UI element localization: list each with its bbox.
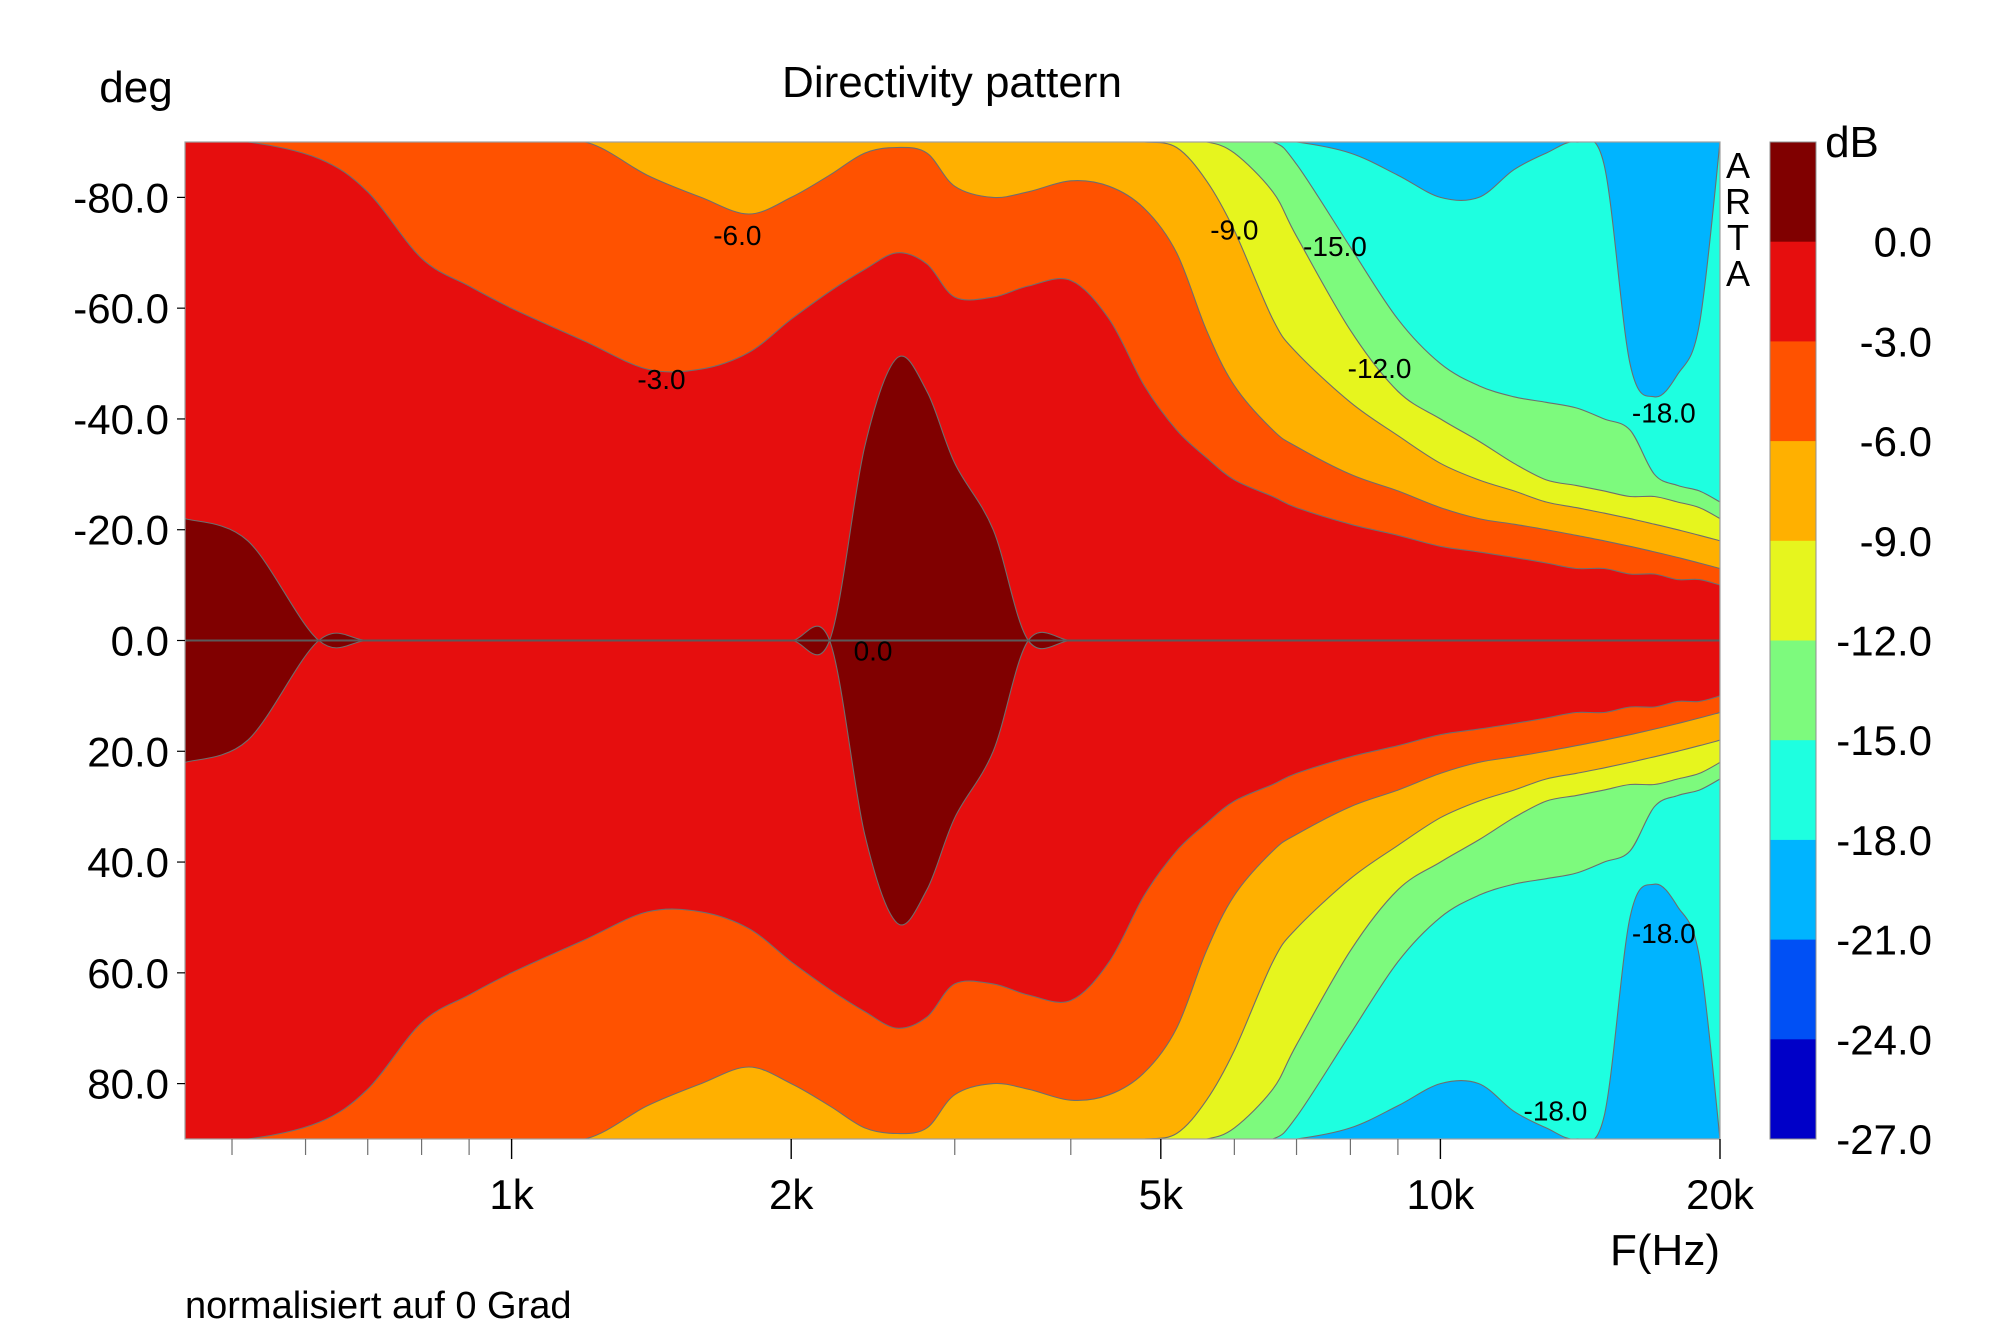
contour-label: -18.0 [1632, 397, 1696, 428]
watermark-letter: A [1726, 145, 1750, 186]
watermark-letter: R [1725, 181, 1751, 222]
y-tick-label: 80.0 [87, 1061, 169, 1108]
y-tick-label: -60.0 [73, 285, 169, 332]
x-tick-label: 10k [1407, 1171, 1476, 1218]
colorbar-swatch [1770, 241, 1816, 342]
contour-labels: -6.0 -3.0 0.0 -9.0 -15.0 -12.0 -18.0 -18.0 -18.0 [637, 215, 1695, 1127]
contour-label: -18.0 [1524, 1095, 1588, 1126]
colorbar-swatch [1770, 1039, 1816, 1140]
contour-label: -9.0 [1210, 215, 1258, 246]
y-axis-ticks: -80.0 -60.0 -40.0 -20.0 0.0 20.0 40.0 60.0 80.0 [73, 174, 185, 1108]
chart-title: Directivity pattern [782, 58, 1122, 107]
contour-plot-area: -6.0 -3.0 0.0 -9.0 -15.0 -12.0 -18.0 -18.0 -18.0 [184, 141, 1721, 1140]
y-tick-label: -20.0 [73, 507, 169, 554]
colorbar-swatch [1770, 341, 1816, 442]
contour-label: -12.0 [1348, 353, 1412, 384]
x-tick-label: 5k [1139, 1171, 1184, 1218]
colorbar-swatch [1770, 142, 1816, 243]
watermark-letter: T [1727, 217, 1749, 258]
colorbar-label: -6.0 [1860, 418, 1932, 465]
colorbar-unit-label: dB [1825, 118, 1879, 167]
y-tick-label: 40.0 [87, 839, 169, 886]
colorbar-swatch [1770, 740, 1816, 841]
y-tick-label: -80.0 [73, 174, 169, 221]
x-axis-label: F(Hz) [1610, 1226, 1720, 1275]
colorbar-label: -3.0 [1860, 318, 1932, 365]
colorbar-label: -12.0 [1836, 618, 1932, 665]
colorbar-swatch [1770, 441, 1816, 542]
contour-label: -15.0 [1303, 231, 1367, 262]
colorbar-label: -15.0 [1836, 717, 1932, 764]
colorbar-label: -21.0 [1836, 917, 1932, 964]
colorbar-label: -18.0 [1836, 817, 1932, 864]
contour-label: -6.0 [713, 220, 761, 251]
y-tick-label: 60.0 [87, 950, 169, 997]
colorbar-swatch [1770, 939, 1816, 1040]
y-tick-label: 0.0 [111, 618, 169, 665]
colorbar-swatch [1770, 839, 1816, 941]
x-tick-label: 2k [769, 1171, 814, 1218]
colorbar-label: -9.0 [1860, 518, 1932, 565]
colorbar-swatch [1770, 540, 1816, 641]
colorbar: 0.0 -3.0 -6.0 -9.0 -12.0 -15.0 -18.0 -21.0 -24.0… [1769, 141, 1932, 1163]
x-tick-label: 1k [489, 1171, 534, 1218]
watermark-letter: A [1726, 253, 1750, 294]
contour-label: -18.0 [1632, 918, 1696, 949]
x-axis-ticks: 1k 2k 5k 10k 20k [231, 1139, 1755, 1218]
y-axis-label: deg [99, 63, 172, 112]
contour-label: -3.0 [637, 364, 685, 395]
colorbar-label: -24.0 [1836, 1016, 1932, 1063]
contour-label: 0.0 [854, 636, 893, 667]
footnote: normalisiert auf 0 Grad [185, 1285, 572, 1327]
y-tick-label: 20.0 [87, 728, 169, 775]
y-tick-label: -40.0 [73, 396, 169, 443]
x-tick-label: 20k [1686, 1171, 1755, 1218]
colorbar-frame [1769, 141, 1817, 1140]
colorbar-swatch [1770, 640, 1816, 741]
colorbar-label: 0.0 [1874, 219, 1932, 266]
colorbar-label: -27.0 [1836, 1116, 1932, 1163]
